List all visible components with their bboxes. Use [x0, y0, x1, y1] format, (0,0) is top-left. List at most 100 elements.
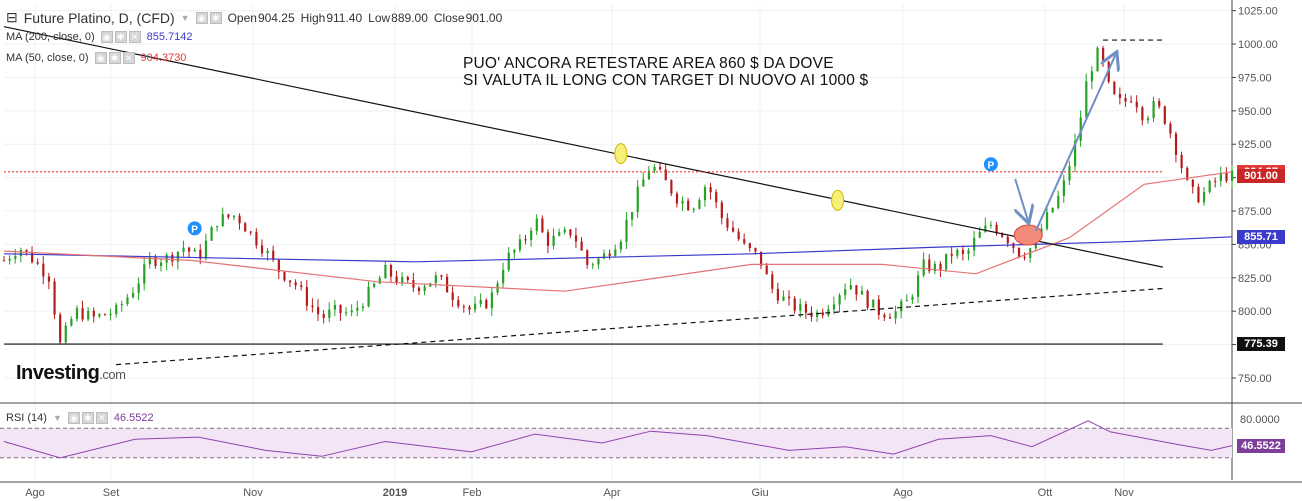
candle: [238, 215, 241, 224]
candle: [888, 317, 892, 319]
candle: [900, 301, 903, 312]
gear-icon[interactable]: ✱: [108, 52, 121, 64]
candle: [36, 262, 39, 264]
candle: [709, 187, 712, 193]
candle: [92, 310, 95, 317]
candle: [563, 229, 566, 233]
candle: [602, 253, 606, 259]
rsi-band: [0, 428, 1232, 458]
candle: [1186, 167, 1189, 180]
candle: [698, 200, 701, 209]
candle: [8, 258, 11, 261]
symbol-legend: ⊟ Future Platino, D, (CFD) ▼ ◉ ✱ Open 904.…: [6, 9, 502, 26]
close-icon[interactable]: ✕: [122, 52, 135, 64]
close-icon[interactable]: ✕: [95, 412, 108, 424]
candle: [182, 247, 185, 252]
candle: [961, 249, 965, 254]
candle: [1180, 154, 1183, 168]
price-tag-support: 775.39: [1237, 337, 1285, 352]
candle: [322, 314, 325, 318]
candle: [227, 214, 230, 218]
candle: [1158, 101, 1161, 107]
y-tick-label: 950.00: [1238, 106, 1272, 118]
candle: [260, 245, 264, 254]
candle: [631, 211, 634, 220]
candle: [535, 218, 538, 231]
gear-icon[interactable]: ✱: [209, 11, 222, 24]
open-label: Open: [227, 10, 257, 25]
candle: [288, 280, 292, 283]
candle: [1102, 48, 1105, 62]
x-tick-label: Ago: [25, 487, 45, 499]
candle: [978, 231, 981, 238]
candle: [737, 231, 740, 240]
candle: [518, 239, 522, 250]
candle: [810, 312, 813, 317]
candle: [838, 295, 841, 305]
candle: [816, 312, 819, 317]
candle: [1062, 180, 1065, 196]
eye-icon[interactable]: ◉: [94, 52, 107, 64]
low-value: 889.00: [391, 10, 428, 25]
candle: [530, 230, 533, 240]
candle: [120, 304, 123, 306]
rsi-value-tag: 46.5522: [1237, 438, 1285, 453]
collapse-icon[interactable]: ⊟: [6, 9, 18, 25]
candle: [64, 325, 67, 343]
candle: [126, 297, 129, 305]
candle: [1225, 172, 1228, 181]
candle: [1130, 101, 1133, 103]
gear-icon[interactable]: ✱: [81, 412, 94, 424]
eye-icon[interactable]: ◉: [67, 412, 80, 424]
candle: [905, 299, 908, 302]
candle: [726, 218, 729, 228]
candle: [552, 235, 555, 246]
candle: [210, 227, 213, 241]
candle: [681, 200, 684, 204]
candle: [793, 298, 796, 311]
candle: [199, 249, 202, 259]
dropdown-icon[interactable]: ▼: [52, 413, 62, 423]
annotation-line-1: PUO' ANCORA RETESTARE AREA 860 $ DA DOVE: [463, 55, 834, 72]
candle: [440, 275, 443, 277]
brand-logo: Investing.com: [16, 362, 126, 384]
dropdown-icon[interactable]: ▼: [180, 12, 190, 23]
candle: [922, 259, 925, 276]
candle: [244, 223, 247, 232]
ma50-value: 904.3730: [140, 52, 187, 64]
candle: [731, 227, 735, 232]
candle: [193, 249, 196, 252]
yellow-ellipse: [831, 189, 845, 211]
candle: [916, 275, 920, 297]
candle: [345, 312, 348, 314]
x-tick-label: Giu: [751, 487, 768, 499]
candle: [524, 239, 527, 241]
candle: [973, 237, 976, 251]
candle: [1023, 257, 1026, 259]
candle: [872, 299, 875, 308]
y-tick-label: 800.00: [1238, 306, 1272, 318]
symbol-title: Future Platino, D, (CFD): [23, 9, 175, 26]
candle: [558, 232, 561, 236]
candle: [367, 286, 370, 307]
close-label: Close: [433, 10, 465, 25]
candle: [1090, 71, 1094, 82]
candle: [1141, 107, 1144, 121]
close-value: 901.00: [465, 10, 503, 25]
eye-icon[interactable]: ◉: [100, 31, 113, 43]
gear-icon[interactable]: ✱: [114, 31, 127, 43]
candle: [625, 219, 628, 242]
candle: [1146, 118, 1150, 121]
candle: [743, 239, 746, 244]
close-icon[interactable]: ✕: [128, 31, 141, 43]
eye-icon[interactable]: ◉: [195, 11, 208, 24]
candle: [608, 253, 611, 256]
candle: [339, 304, 342, 314]
candle: [266, 250, 269, 254]
ma50-label: MA (50, close, 0): [6, 52, 89, 64]
candle: [350, 310, 353, 313]
candle: [1169, 123, 1172, 134]
arrow: [1015, 178, 1028, 222]
candle: [1214, 180, 1217, 182]
